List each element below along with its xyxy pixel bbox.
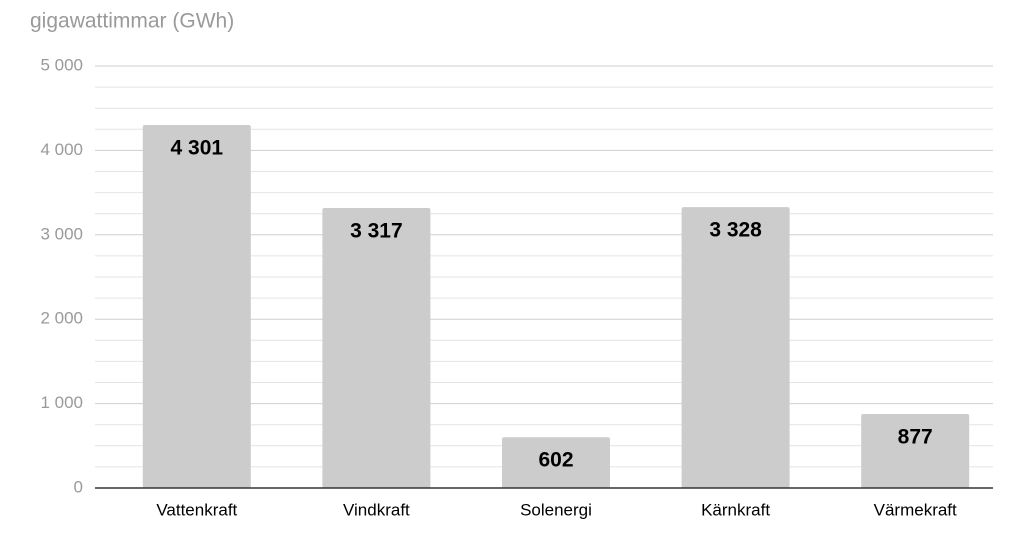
y-tick-label: 5 000 <box>40 55 83 74</box>
value-label: 3 317 <box>350 220 403 243</box>
x-tick-label: Kärnkraft <box>701 500 770 519</box>
bar <box>142 124 251 488</box>
x-tick-label: Värmekraft <box>874 500 957 519</box>
y-tick-label: 4 000 <box>40 140 83 159</box>
value-label: 4 301 <box>171 137 224 160</box>
value-label: 602 <box>538 449 573 472</box>
bar <box>861 413 970 488</box>
y-tick-label: 2 000 <box>40 309 83 328</box>
bar <box>502 437 610 488</box>
value-label: 877 <box>898 426 933 449</box>
bar <box>322 208 431 488</box>
y-axis-label: gigawattimmar (GWh) <box>30 10 234 33</box>
value-label: 3 328 <box>709 219 762 242</box>
y-tick-label: 0 <box>74 477 83 496</box>
x-tick-label: Solenergi <box>520 500 592 519</box>
y-tick-label: 1 000 <box>40 393 83 412</box>
y-tick-label: 3 000 <box>40 224 83 243</box>
bar <box>681 207 790 488</box>
x-tick-label: Vattenkraft <box>156 500 237 519</box>
x-tick-label: Vindkraft <box>343 500 410 519</box>
